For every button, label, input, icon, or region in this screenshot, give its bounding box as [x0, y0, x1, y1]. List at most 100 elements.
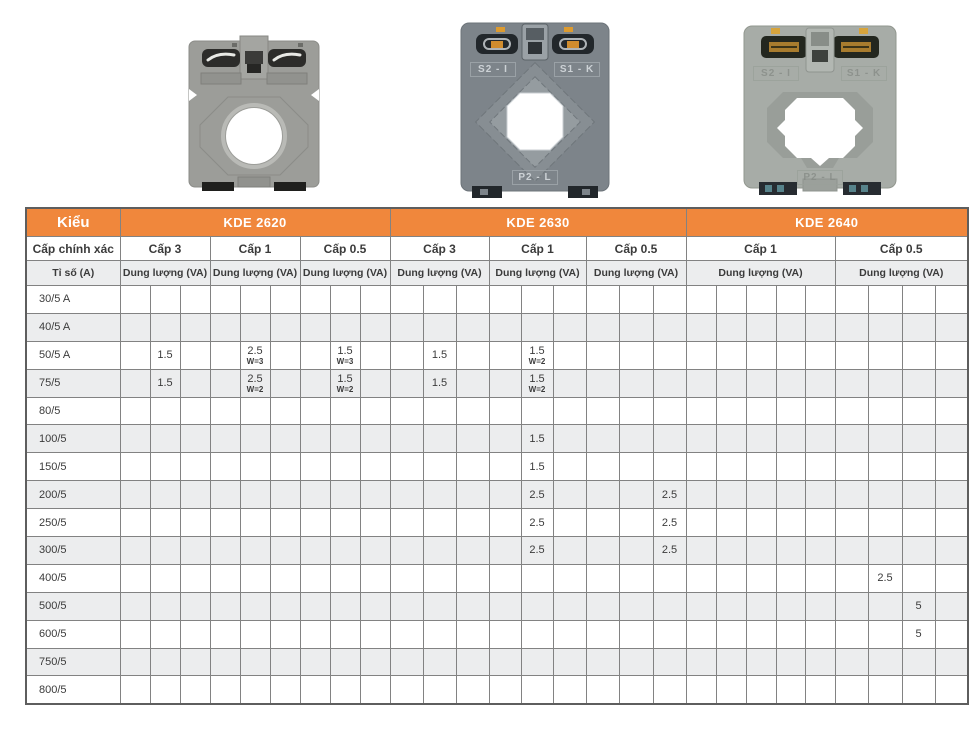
ratio-cell: 600/5: [25, 619, 121, 649]
model-header: KDE 2620: [119, 207, 391, 237]
capacity-cell: 2.5: [520, 480, 554, 510]
capacity-cell: [552, 647, 587, 677]
capacity-cell: [455, 452, 490, 482]
capacity-cell: [520, 396, 554, 426]
capacity-cell: [934, 285, 969, 314]
capacity-cell: [209, 368, 241, 398]
capacity-cell: [422, 452, 457, 482]
capacity-cell: [585, 340, 620, 370]
capacity-cell: [804, 619, 836, 649]
capacity-cell: [867, 591, 903, 621]
capacity-cell: [715, 563, 747, 593]
capacity-cell: [652, 312, 687, 342]
capacity-cell: [119, 368, 151, 398]
capacity-cell: [299, 396, 331, 426]
capacity-cell: [934, 368, 969, 398]
capacity-cell: [455, 619, 490, 649]
capacity-cell: [715, 536, 747, 565]
capacity-cell: [834, 368, 869, 398]
capacity-cell: [149, 508, 181, 538]
capacity-cell: [209, 647, 241, 677]
capacity-cell: [552, 591, 587, 621]
capacity-cell: [119, 452, 151, 482]
capacity-cell: [119, 591, 151, 621]
capacity-cell: 2.5 W=3: [239, 340, 271, 370]
capacity-cell: [119, 285, 151, 314]
capacity-cell: [119, 647, 151, 677]
capacity-cell: [389, 536, 424, 565]
capacity-cell: [804, 591, 836, 621]
capacity-cell: [422, 647, 457, 677]
capacity-cell: [209, 508, 241, 538]
capacity-cell: [618, 480, 654, 510]
capacity-cell: [299, 536, 331, 565]
ratio-cell: 50/5 A: [25, 340, 121, 370]
capacity-cell: [552, 368, 587, 398]
table-row: 500/5 5: [25, 591, 969, 621]
capacity-cell: [179, 591, 211, 621]
capacity-cell: [715, 312, 747, 342]
capacity-cell: [867, 396, 903, 426]
capacity-cell: [149, 619, 181, 649]
terminal-label-s1: S1 - K: [841, 66, 887, 81]
capacity-cell: [299, 368, 331, 398]
capacity-cell: [552, 340, 587, 370]
capacity-cell: [775, 452, 806, 482]
capacity-cell: [269, 647, 301, 677]
capacity-cell: [618, 508, 654, 538]
capacity-cell: [149, 563, 181, 593]
capacity-cell: [585, 480, 620, 510]
capacity-cell: [299, 340, 331, 370]
capacity-cell: [455, 536, 490, 565]
capacity-cell: [745, 480, 777, 510]
capacity-cell: [119, 424, 151, 454]
capacity-cell: [455, 396, 490, 426]
capacity-cell: [389, 480, 424, 510]
capacity-cell: [685, 675, 717, 705]
capacity-cell: [119, 396, 151, 426]
capacity-cell: [422, 563, 457, 593]
capacity-cell: [179, 340, 211, 370]
capacity-cell: [834, 591, 869, 621]
capacity-cell: [552, 536, 587, 565]
capacity-cell: [804, 536, 836, 565]
capacity-cell: [745, 340, 777, 370]
capacity-cell: [269, 675, 301, 705]
table-row: 300/5 2.5 2.5: [25, 536, 969, 565]
capacity-cell: [455, 480, 490, 510]
capacity-cell: [804, 452, 836, 482]
ratio-cell: 75/5: [25, 368, 121, 398]
capacity-cell: [488, 591, 522, 621]
ratio-cell: 400/5: [25, 563, 121, 593]
accuracy-class-header: Cấp 1: [685, 236, 836, 261]
capacity-cell: [804, 424, 836, 454]
capacity-cell: [455, 368, 490, 398]
capacity-cell: [422, 591, 457, 621]
capacity-cell: [745, 619, 777, 649]
capacity-unit-header: Dung lượng (VA): [834, 260, 969, 286]
capacity-unit-header: Dung lượng (VA): [488, 260, 587, 286]
current-transformer-round-hole-image: [188, 35, 320, 191]
capacity-cell: [775, 563, 806, 593]
capacity-cell: [488, 396, 522, 426]
capacity-cell: 1.5 W=2: [520, 340, 554, 370]
capacity-cell: [359, 591, 391, 621]
capacity-cell: [834, 285, 869, 314]
accuracy-class-header: Cấp 3: [119, 236, 211, 261]
capacity-cell: [359, 647, 391, 677]
capacity-cell: [389, 340, 424, 370]
capacity-cell: [867, 480, 903, 510]
capacity-cell: [934, 619, 969, 649]
table-row: 80/5: [25, 396, 969, 426]
capacity-cell: [775, 480, 806, 510]
capacity-cell: [269, 480, 301, 510]
capacity-cell: [834, 647, 869, 677]
capacity-cell: [179, 508, 211, 538]
accuracy-class-label: Cấp chính xác: [25, 236, 121, 261]
capacity-cell: [389, 675, 424, 705]
capacity-cell: [422, 285, 457, 314]
capacity-cell: [652, 396, 687, 426]
capacity-cell: [867, 508, 903, 538]
capacity-cell: [299, 480, 331, 510]
capacity-cell: [618, 563, 654, 593]
